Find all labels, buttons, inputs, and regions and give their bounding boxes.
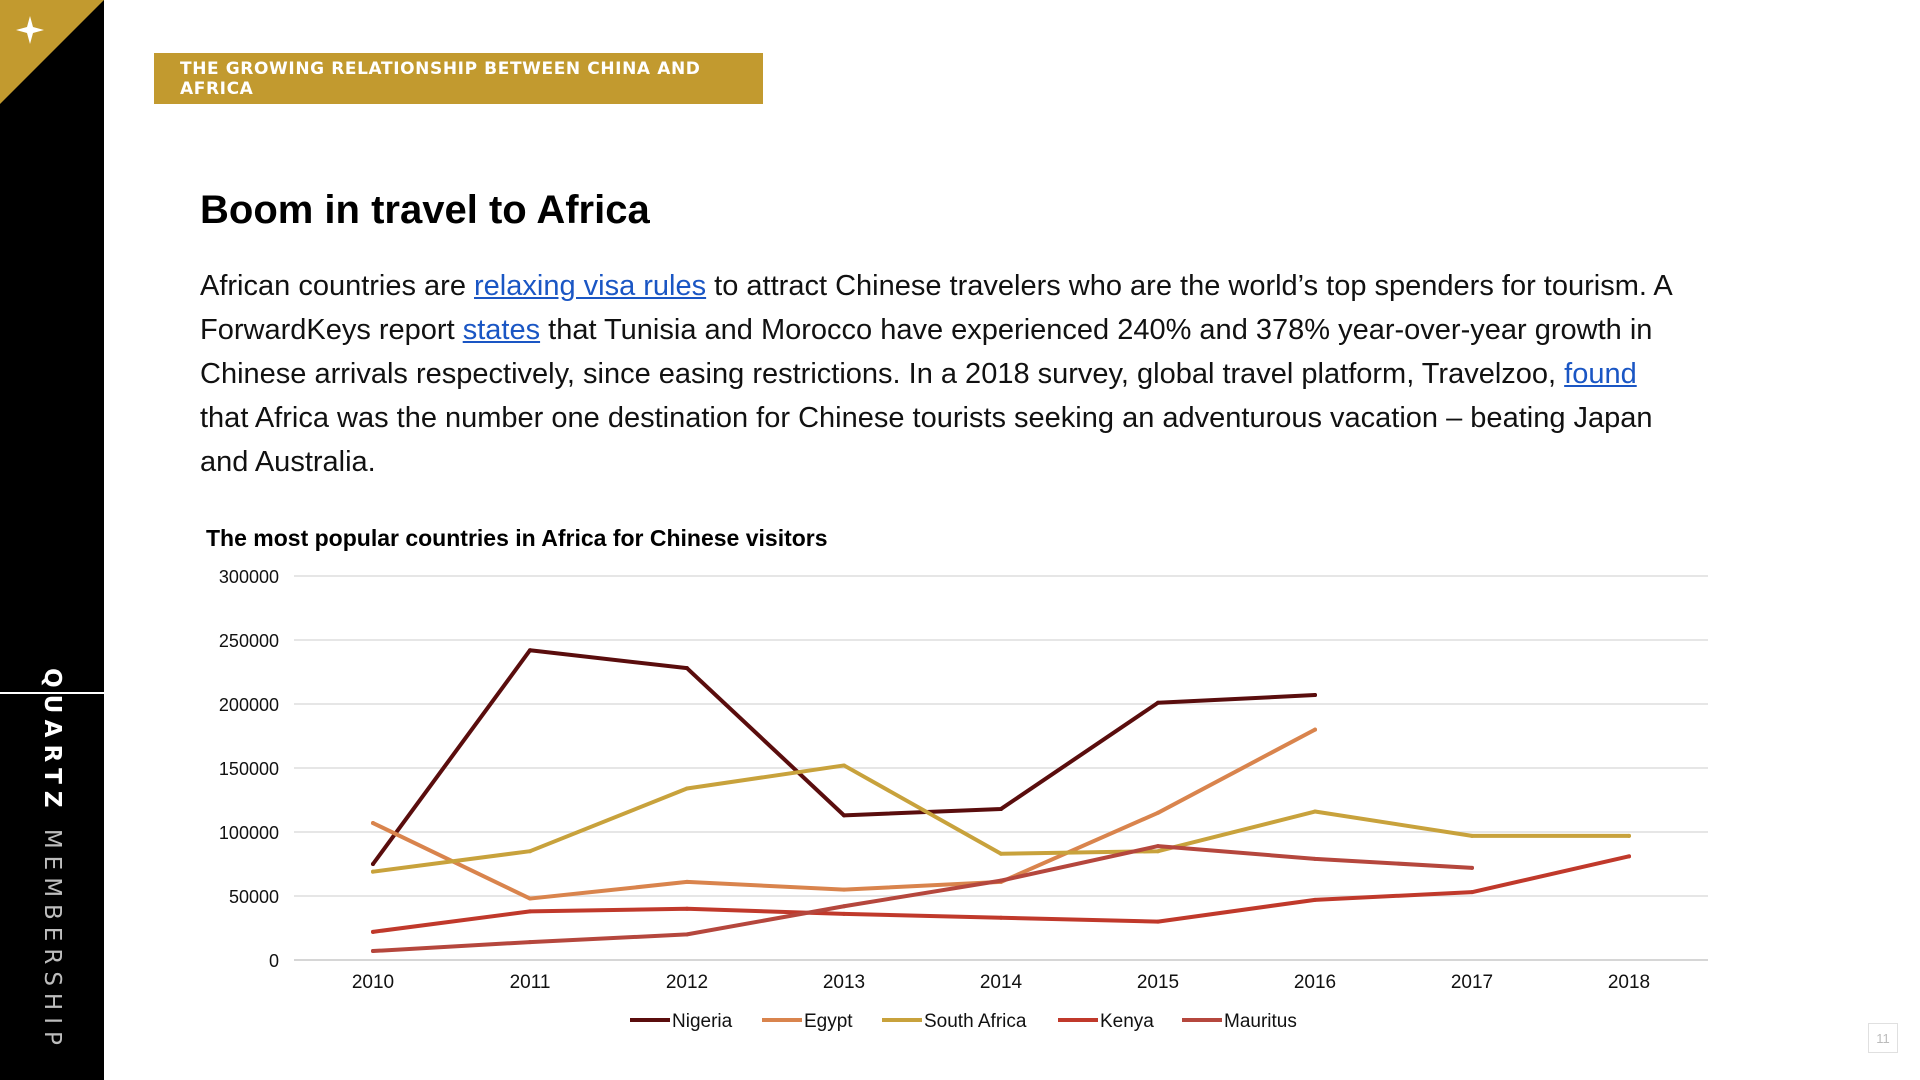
- data-point: [842, 911, 846, 916]
- data-point: [371, 821, 375, 826]
- data-point: [1156, 810, 1160, 815]
- y-tick-label: 300000: [219, 567, 279, 587]
- data-point: [1313, 727, 1317, 732]
- data-point: [371, 862, 375, 866]
- found-link[interactable]: found: [1564, 358, 1637, 390]
- series-line-mauritus: [371, 844, 1474, 954]
- data-point: [1156, 919, 1160, 924]
- body-text-segment: African countries are: [200, 270, 475, 302]
- chart-legend: Nigeria Egypt South Africa Kenya Mauritus: [630, 1011, 1297, 1032]
- data-point: [1470, 890, 1474, 895]
- body-paragraph: African countries are relaxing visa rule…: [200, 264, 1760, 484]
- legend-label-egypt: Egypt: [804, 1011, 853, 1032]
- x-tick-label: 2014: [980, 972, 1023, 993]
- x-tick-label: 2012: [666, 972, 708, 993]
- data-point: [685, 786, 689, 791]
- body-text-segment: Chinese arrivals respectively, since eas…: [200, 358, 1565, 390]
- series-kenya: [371, 854, 1631, 934]
- y-tick-label: 250000: [219, 631, 279, 651]
- body-text-segment: ForwardKeys report: [200, 314, 463, 346]
- sparkle-icon: [16, 16, 44, 44]
- data-point: [842, 904, 846, 909]
- series-mauritus: [371, 844, 1474, 954]
- body-line: Chinese arrivals respectively, since eas…: [200, 352, 1760, 396]
- y-axis-ticks: 0 50000 100000 150000 200000 250000 300000: [219, 567, 279, 971]
- data-point: [685, 666, 689, 671]
- data-point: [1313, 693, 1317, 698]
- data-point: [371, 869, 375, 874]
- corner-accent: [0, 0, 104, 104]
- data-point: [1313, 897, 1317, 902]
- body-text-segment: to attract Chinese travelers who are the…: [706, 270, 1673, 302]
- body-line: that Africa was the number one destinati…: [200, 402, 1653, 434]
- y-tick-label: 200000: [219, 695, 279, 715]
- data-point: [842, 763, 846, 768]
- data-point: [371, 929, 375, 934]
- x-tick-label: 2018: [1608, 972, 1650, 993]
- data-point: [842, 813, 846, 818]
- data-point: [999, 915, 1003, 920]
- page-number: 11: [1868, 1023, 1898, 1053]
- series-south-africa: [371, 763, 1631, 874]
- data-point: [528, 849, 532, 854]
- x-tick-label: 2010: [352, 972, 394, 993]
- data-point: [999, 806, 1003, 811]
- sidebar-divider: [0, 692, 104, 694]
- legend-label-nigeria: Nigeria: [672, 1011, 733, 1032]
- sidebar: QUARTZ MEMBERSHIP: [0, 0, 104, 1080]
- data-point: [1313, 856, 1317, 861]
- data-point: [1156, 849, 1160, 854]
- chart-title: The most popular countries in Africa for…: [206, 525, 828, 551]
- x-tick-label: 2016: [1294, 972, 1336, 993]
- x-tick-label: 2011: [510, 972, 551, 993]
- data-point: [528, 648, 532, 653]
- data-point: [1627, 833, 1631, 838]
- chart-gridlines: [294, 575, 1708, 961]
- data-point: [685, 906, 689, 911]
- legend-label-mauritus: Mauritus: [1224, 1011, 1297, 1032]
- data-point: [1627, 854, 1631, 859]
- section-tag: THE GROWING RELATIONSHIP BETWEEN CHINA A…: [154, 53, 763, 104]
- body-text-segment: that Tunisia and Morocco have experience…: [540, 314, 1653, 346]
- data-point: [999, 851, 1003, 856]
- y-tick-label: 150000: [219, 759, 279, 779]
- relaxing-visa-rules-link[interactable]: relaxing visa rules: [474, 270, 707, 302]
- data-point: [528, 909, 532, 914]
- data-point: [528, 940, 532, 945]
- x-tick-label: 2013: [823, 972, 865, 993]
- x-tick-label: 2015: [1137, 972, 1179, 993]
- chart-series: [371, 648, 1631, 954]
- legend-label-south-africa: South Africa: [924, 1011, 1027, 1032]
- data-point: [1313, 809, 1317, 814]
- y-tick-label: 0: [269, 951, 279, 971]
- data-point: [999, 878, 1003, 883]
- data-point: [842, 887, 846, 892]
- data-point: [1470, 865, 1474, 870]
- data-point: [371, 949, 375, 954]
- data-point: [1156, 844, 1160, 849]
- series-nigeria: [371, 648, 1317, 866]
- data-point: [528, 896, 532, 901]
- x-tick-label: 2017: [1451, 972, 1493, 993]
- body-line: African countries are relaxing visa rule…: [200, 264, 1760, 308]
- legend-label-kenya: Kenya: [1100, 1011, 1154, 1032]
- x-axis-ticks: 2010 2011 2012 2013 2014 2015 2016 2017 2018: [352, 972, 1650, 993]
- states-link[interactable]: states: [462, 314, 541, 346]
- body-line: and Australia.: [200, 446, 376, 478]
- y-tick-label: 50000: [229, 887, 279, 907]
- y-tick-label: 100000: [219, 823, 279, 843]
- body-line: ForwardKeys report states that Tunisia a…: [200, 308, 1760, 352]
- data-point: [685, 879, 689, 884]
- data-point: [685, 932, 689, 937]
- page-title: Boom in travel to Africa: [200, 188, 650, 232]
- data-point: [1470, 833, 1474, 838]
- data-point: [1156, 700, 1160, 705]
